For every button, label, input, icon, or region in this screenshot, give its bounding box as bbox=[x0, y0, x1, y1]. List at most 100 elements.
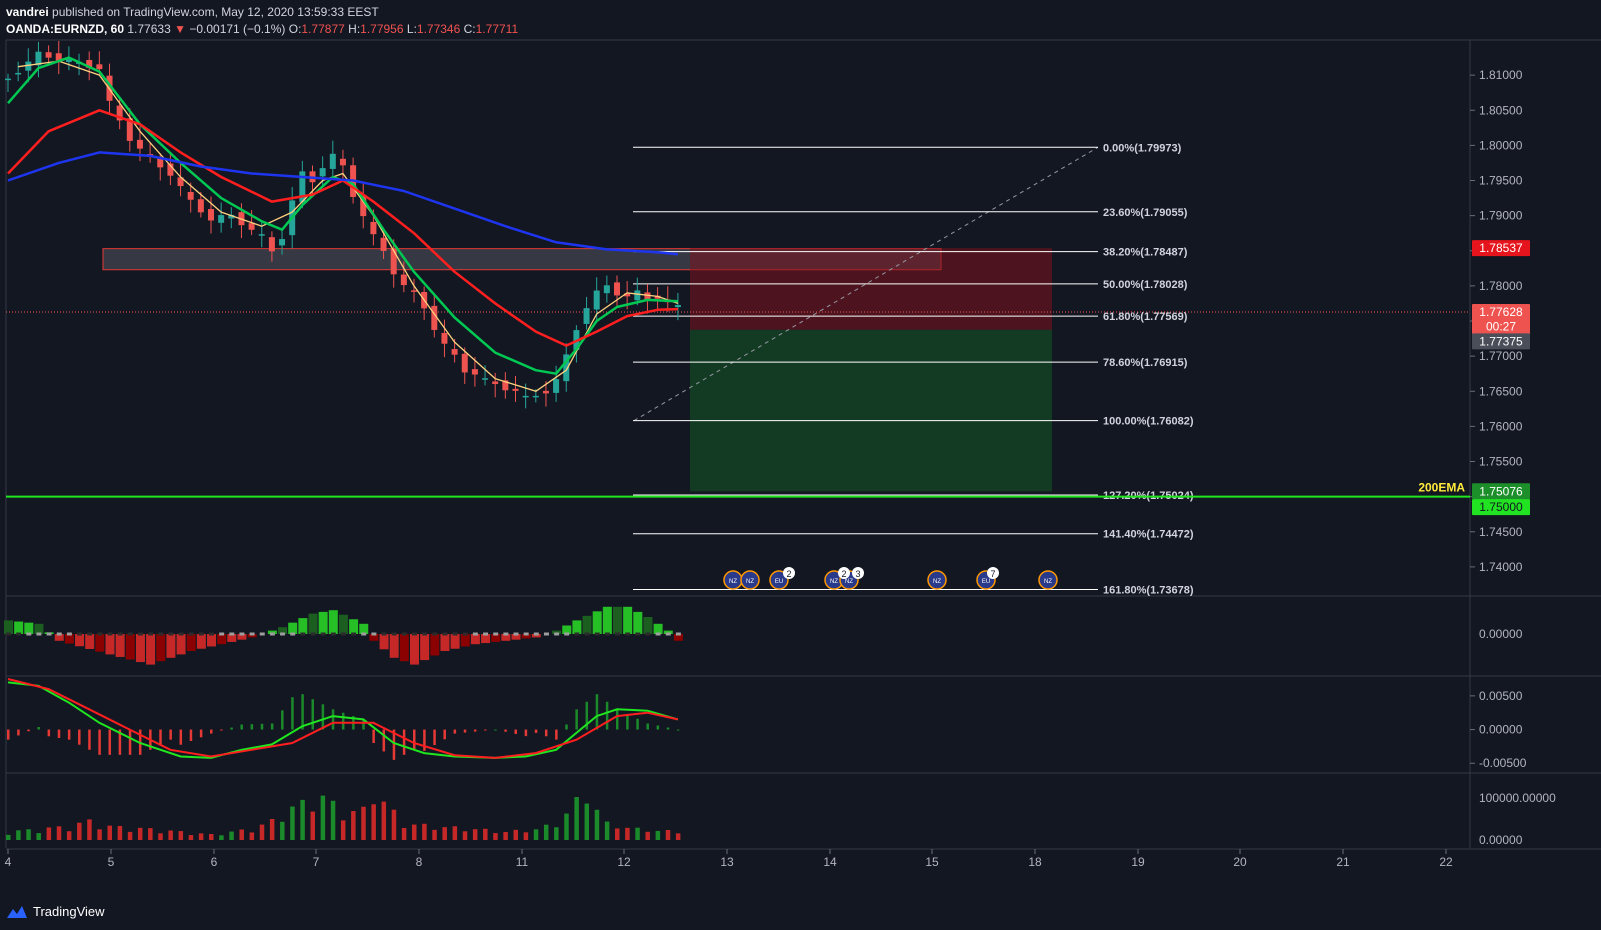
candle-body bbox=[360, 195, 367, 217]
squeeze-dot bbox=[391, 632, 397, 636]
volume-bar bbox=[330, 800, 336, 840]
squeeze-dot bbox=[280, 632, 286, 636]
candle-body bbox=[65, 59, 72, 62]
candle-body bbox=[157, 158, 164, 168]
symbol-name[interactable]: OANDA:EURNZD, 60 bbox=[6, 22, 125, 36]
volume-bar bbox=[381, 801, 387, 840]
macd-histogram-bar bbox=[463, 729, 467, 733]
candle-body bbox=[197, 199, 204, 213]
macd-histogram-bar bbox=[605, 701, 609, 730]
fib-level-label: 141.40%(1.74472) bbox=[1103, 529, 1194, 541]
squeeze-dot bbox=[604, 632, 610, 636]
candle-body bbox=[431, 305, 438, 330]
y-tick-label: 1.74000 bbox=[1479, 560, 1523, 574]
volume-bar bbox=[127, 831, 133, 840]
macd-histogram-bar bbox=[88, 729, 91, 750]
squeeze-dot bbox=[371, 632, 377, 636]
open-label: O: bbox=[288, 22, 302, 36]
volume-bar bbox=[584, 803, 590, 840]
x-tick-label: 4 bbox=[5, 855, 12, 869]
volume-bar bbox=[137, 827, 143, 840]
volume-bar bbox=[513, 829, 518, 840]
x-tick-label: 6 bbox=[211, 855, 218, 869]
histogram-bar bbox=[602, 606, 612, 634]
macd-line bbox=[7, 681, 679, 759]
volume-bar bbox=[422, 823, 427, 840]
y-tick-label: 1.79000 bbox=[1479, 209, 1523, 223]
squeeze-dot bbox=[178, 632, 184, 636]
macd-histogram-bar bbox=[626, 714, 629, 730]
squeeze-dot bbox=[422, 632, 428, 636]
macd-histogram-bar bbox=[636, 718, 639, 730]
x-tick-label: 22 bbox=[1439, 855, 1453, 869]
y-tick-label: 1.80000 bbox=[1479, 138, 1523, 152]
histogram-bar bbox=[237, 634, 247, 640]
squeeze-dot bbox=[66, 632, 72, 636]
macd-histogram-bar bbox=[585, 701, 589, 730]
squeeze-dot bbox=[239, 632, 245, 636]
event-flag-icon bbox=[1038, 570, 1058, 590]
support-line-label: 200EMA bbox=[1418, 481, 1465, 495]
candle-body bbox=[218, 215, 225, 223]
histogram-bar bbox=[298, 618, 308, 634]
squeeze-dot bbox=[87, 632, 93, 636]
x-tick-label: 19 bbox=[1131, 855, 1145, 869]
low-value: 1.77346 bbox=[416, 22, 461, 36]
histogram-bar bbox=[491, 634, 501, 642]
symbol-legend: OANDA:EURNZD, 60 1.77633 ▼ −0.00171 (−0.… bbox=[6, 22, 518, 36]
squeeze-dot bbox=[584, 632, 590, 636]
candle-body bbox=[522, 395, 529, 398]
event-count-badge bbox=[838, 567, 850, 579]
histogram-bar bbox=[166, 634, 176, 658]
histogram-bar bbox=[663, 630, 673, 634]
candle-body bbox=[299, 171, 306, 203]
x-tick-label: 20 bbox=[1233, 855, 1247, 869]
volume-bar bbox=[158, 833, 163, 840]
event-country: NZ bbox=[933, 579, 941, 585]
x-tick-label: 18 bbox=[1028, 855, 1042, 869]
author-name[interactable]: vandrei bbox=[6, 5, 49, 19]
y-tick-label: 1.75500 bbox=[1479, 455, 1523, 469]
macd-histogram-bar bbox=[555, 729, 558, 740]
squeeze-dot bbox=[665, 632, 671, 636]
volume-bar bbox=[625, 827, 630, 840]
volume-bar bbox=[371, 804, 376, 840]
squeeze-dot bbox=[361, 632, 367, 636]
event-flag-icon bbox=[927, 570, 947, 590]
event-country: EU bbox=[775, 579, 783, 585]
x-tick-label: 7 bbox=[313, 855, 320, 869]
event-country: NZ bbox=[1044, 579, 1052, 585]
histogram-bar bbox=[207, 634, 216, 647]
histogram-bar bbox=[643, 617, 653, 634]
histogram-bar bbox=[146, 634, 156, 665]
histogram-bar bbox=[379, 634, 389, 650]
candle-body bbox=[126, 118, 133, 141]
macd-histogram-bar bbox=[159, 729, 162, 745]
fib-trend-line bbox=[633, 146, 1099, 422]
candle-body bbox=[25, 61, 32, 71]
histogram-bar bbox=[267, 630, 277, 634]
macd-histogram-bar bbox=[514, 729, 517, 734]
candle-body bbox=[583, 308, 590, 324]
volume-bar bbox=[6, 834, 11, 840]
tradingview-footer[interactable]: TradingView bbox=[6, 904, 105, 919]
price-axis-label bbox=[1472, 304, 1530, 321]
candle-body bbox=[461, 353, 468, 373]
volume-bar bbox=[97, 829, 102, 840]
histogram-bar bbox=[430, 634, 440, 656]
volume-bar bbox=[412, 824, 417, 840]
histogram-bar bbox=[105, 634, 115, 655]
histogram-bar bbox=[308, 613, 318, 634]
event-count: 2 bbox=[841, 569, 846, 579]
candle-body bbox=[400, 274, 407, 286]
candle-body bbox=[55, 53, 62, 61]
candle-body bbox=[187, 192, 194, 200]
histogram-bar bbox=[156, 634, 166, 662]
candle-body bbox=[492, 381, 499, 385]
event-count-badge bbox=[783, 567, 795, 579]
squeeze-dot bbox=[655, 632, 661, 636]
squeeze-dot bbox=[148, 632, 154, 636]
histogram-bar bbox=[562, 625, 572, 634]
volume-tick-label: 100000.00000 bbox=[1479, 791, 1556, 805]
